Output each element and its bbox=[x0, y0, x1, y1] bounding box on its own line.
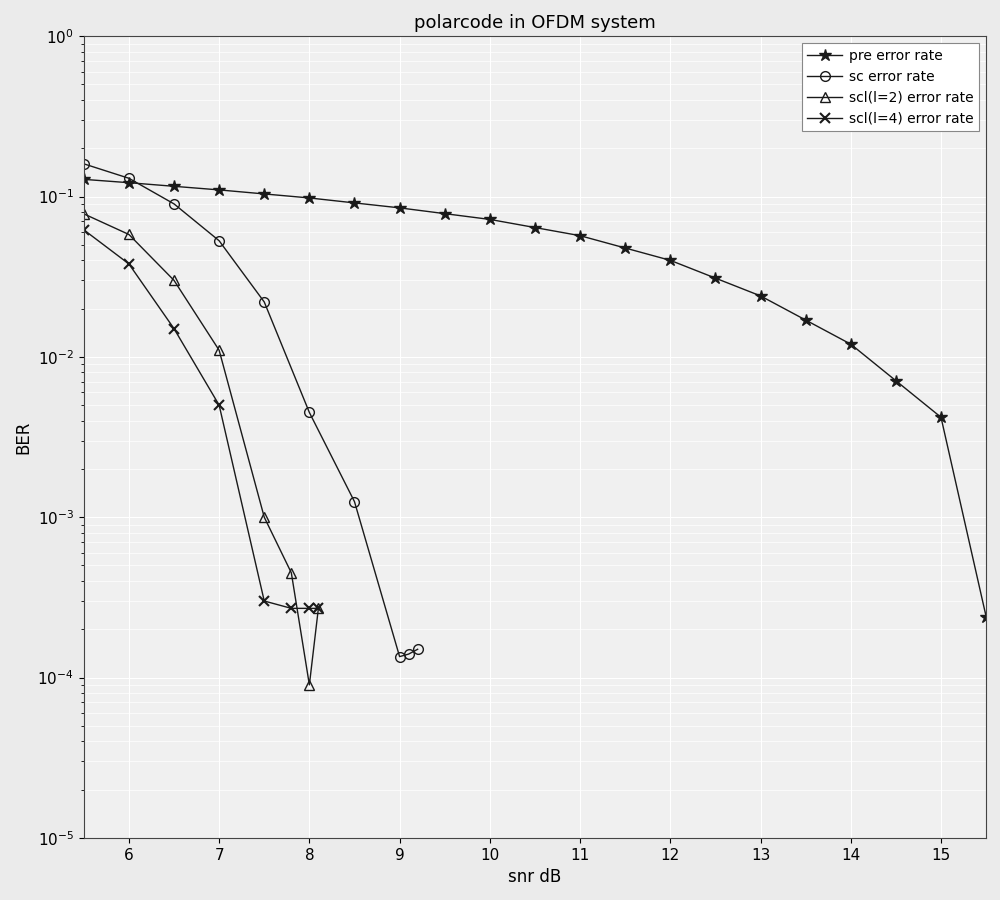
scl(l=2) error rate bbox=[78, 209, 90, 220]
pre error rate bbox=[348, 197, 360, 208]
sc error rate bbox=[348, 496, 360, 507]
sc error rate bbox=[168, 199, 180, 210]
Title: polarcode in OFDM system: polarcode in OFDM system bbox=[414, 14, 656, 32]
scl(l=2) error rate bbox=[303, 680, 315, 690]
scl(l=4) error rate bbox=[213, 400, 225, 410]
pre error rate bbox=[394, 202, 406, 213]
sc error rate bbox=[412, 644, 424, 654]
pre error rate bbox=[574, 230, 586, 241]
scl(l=2) error rate bbox=[123, 230, 135, 240]
scl(l=4) error rate bbox=[285, 603, 297, 614]
pre error rate bbox=[123, 177, 135, 188]
scl(l=2) error rate bbox=[168, 275, 180, 286]
pre error rate bbox=[755, 291, 767, 302]
scl(l=4) error rate bbox=[303, 603, 315, 614]
pre error rate bbox=[845, 338, 857, 349]
pre error rate bbox=[935, 412, 947, 423]
pre error rate bbox=[664, 255, 676, 266]
sc error rate bbox=[78, 158, 90, 169]
pre error rate bbox=[258, 188, 270, 199]
Legend: pre error rate, sc error rate, scl(l=2) error rate, scl(l=4) error rate: pre error rate, sc error rate, scl(l=2) … bbox=[802, 43, 979, 131]
pre error rate bbox=[303, 193, 315, 203]
scl(l=4) error rate bbox=[258, 596, 270, 607]
Line: pre error rate: pre error rate bbox=[78, 173, 992, 623]
Line: scl(l=4) error rate: scl(l=4) error rate bbox=[79, 225, 323, 613]
sc error rate bbox=[403, 649, 415, 660]
Line: scl(l=2) error rate: scl(l=2) error rate bbox=[79, 209, 323, 689]
pre error rate bbox=[484, 214, 496, 225]
sc error rate bbox=[123, 173, 135, 184]
Y-axis label: BER: BER bbox=[14, 420, 32, 454]
scl(l=4) error rate bbox=[168, 323, 180, 334]
sc error rate bbox=[394, 652, 406, 662]
pre error rate bbox=[213, 184, 225, 195]
pre error rate bbox=[439, 208, 451, 219]
scl(l=4) error rate bbox=[123, 258, 135, 269]
sc error rate bbox=[303, 407, 315, 418]
pre error rate bbox=[980, 611, 992, 622]
scl(l=2) error rate bbox=[213, 345, 225, 356]
scl(l=4) error rate bbox=[312, 603, 324, 614]
pre error rate bbox=[619, 243, 631, 254]
scl(l=2) error rate bbox=[312, 603, 324, 614]
sc error rate bbox=[213, 235, 225, 246]
pre error rate bbox=[890, 375, 902, 386]
pre error rate bbox=[800, 315, 812, 326]
pre error rate bbox=[709, 273, 721, 284]
scl(l=2) error rate bbox=[285, 567, 297, 578]
X-axis label: snr dB: snr dB bbox=[508, 868, 562, 886]
pre error rate bbox=[168, 181, 180, 192]
pre error rate bbox=[529, 222, 541, 233]
Line: sc error rate: sc error rate bbox=[79, 159, 423, 662]
scl(l=2) error rate bbox=[258, 512, 270, 523]
sc error rate bbox=[258, 297, 270, 308]
scl(l=4) error rate bbox=[78, 224, 90, 235]
pre error rate bbox=[78, 174, 90, 184]
